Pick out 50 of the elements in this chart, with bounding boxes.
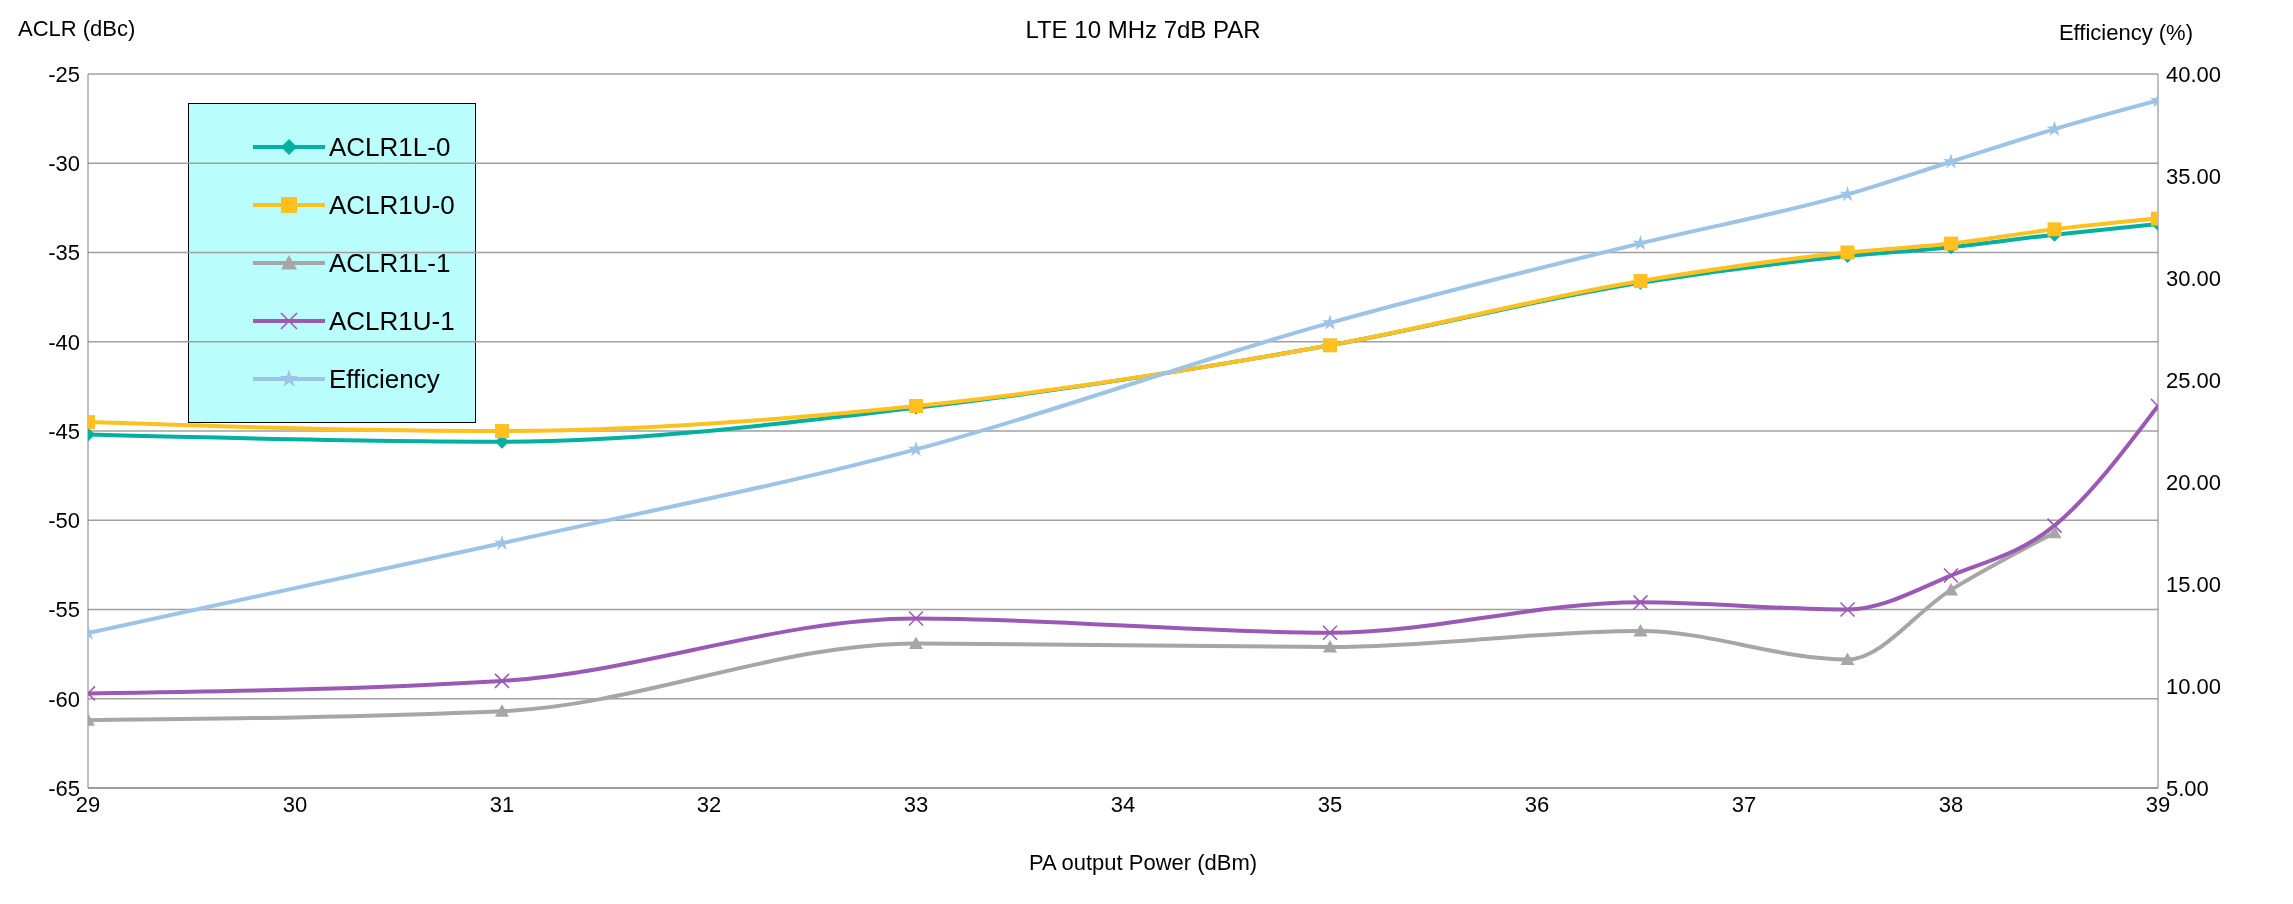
- point: [1944, 236, 1958, 251]
- y2-tick-label: 25.00: [2166, 367, 2222, 393]
- y2-tick-label: 10.00: [2166, 673, 2222, 699]
- point: [494, 673, 510, 689]
- y-tick-label: -50: [48, 508, 80, 534]
- legend-label: ACLR1L-1: [329, 247, 451, 279]
- point: [2047, 525, 2062, 539]
- point: [1839, 601, 1856, 618]
- legend-label: Efficiency: [329, 363, 440, 395]
- y-tick-label: -30: [48, 151, 80, 177]
- y-tick-label: -45: [48, 418, 80, 444]
- x-tick-label: 36: [1524, 791, 1550, 817]
- x-tick-label: 38: [1938, 791, 1964, 817]
- x-tick-label: 33: [903, 791, 929, 817]
- y2-tick-label: 20.00: [2166, 469, 2222, 495]
- y-tick-label: -40: [48, 329, 80, 355]
- x-tick-label: 31: [489, 791, 515, 817]
- y2-tick-label: 15.00: [2166, 571, 2222, 597]
- x-tick-label: 34: [1110, 791, 1136, 817]
- point: [1322, 624, 1338, 641]
- legend-label: ACLR1U-1: [329, 305, 455, 337]
- x-tick-label: 32: [696, 791, 722, 817]
- y-tick-label: -35: [48, 240, 80, 266]
- point: [1633, 623, 1648, 637]
- point: [1323, 639, 1337, 653]
- point: [908, 610, 924, 627]
- point: [495, 424, 509, 438]
- legend-label: ACLR1U-0: [329, 189, 455, 221]
- point: [1943, 567, 1959, 584]
- y2-tick-label: 40.00: [2166, 61, 2222, 87]
- x-tick-label: 35: [1317, 791, 1343, 817]
- point: [2047, 222, 2062, 237]
- x-axis-title: PA output Power (dBm): [1027, 850, 1259, 876]
- point: [495, 704, 509, 717]
- x-tick-label: 30: [282, 791, 308, 817]
- point: [1632, 594, 1649, 611]
- point: [909, 636, 923, 650]
- y-tick-label: -55: [48, 597, 80, 623]
- point: [1840, 652, 1855, 666]
- point: [1944, 582, 1958, 596]
- x-tick-label: 37: [1731, 791, 1757, 817]
- chart-title: LTE 10 MHz 7dB PAR: [1025, 16, 1261, 43]
- y2-tick-label: 35.00: [2166, 163, 2222, 189]
- y-axis-title: ACLR (dBc): [18, 16, 136, 42]
- y-tick-label: -60: [48, 686, 80, 712]
- y2-tick-label: 30.00: [2166, 265, 2222, 291]
- point: [1840, 245, 1855, 260]
- y2-axis-title: Efficiency (%): [2058, 20, 2193, 46]
- legend-label: ACLR1L-0: [329, 131, 451, 163]
- y-tick-label: -25: [48, 61, 80, 87]
